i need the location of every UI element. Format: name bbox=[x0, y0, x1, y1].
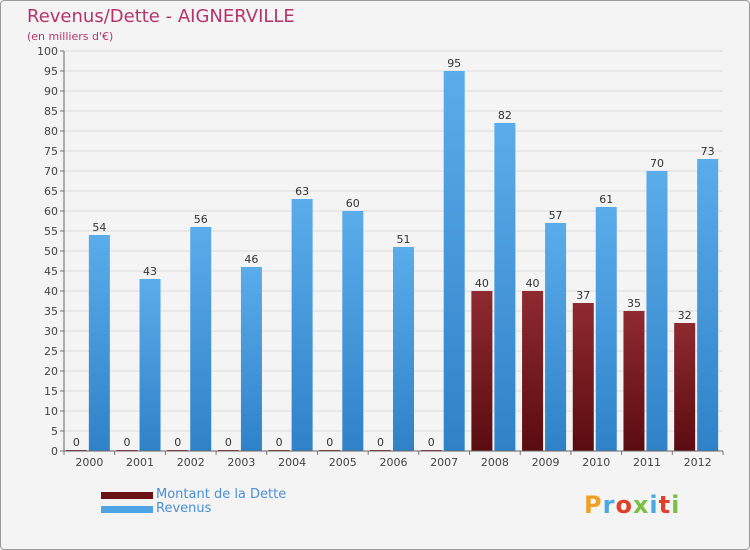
x-tick-label-2005: 2005 bbox=[329, 456, 357, 469]
data-label-revenus-2012: 73 bbox=[701, 145, 715, 158]
y-tick-label-55: 55 bbox=[44, 225, 58, 238]
y-tick-label-35: 35 bbox=[44, 305, 58, 318]
bar-revenus-2005 bbox=[342, 211, 364, 451]
bar-revenus-2009 bbox=[545, 223, 567, 451]
x-tick-label-2008: 2008 bbox=[481, 456, 509, 469]
data-label-debt-2008: 40 bbox=[475, 277, 489, 290]
data-label-debt-2011: 35 bbox=[627, 297, 641, 310]
data-label-debt-2001: 0 bbox=[124, 436, 131, 449]
x-tick-label-2000: 2000 bbox=[75, 456, 103, 469]
y-tick-label-60: 60 bbox=[44, 205, 58, 218]
data-label-revenus-2011: 70 bbox=[650, 157, 664, 170]
logo-letter: t bbox=[658, 491, 672, 519]
y-tick-label-65: 65 bbox=[44, 185, 58, 198]
x-tick-label-2009: 2009 bbox=[532, 456, 560, 469]
bar-revenus-2004 bbox=[291, 199, 313, 451]
y-tick-label-25: 25 bbox=[44, 345, 58, 358]
logo-letter: o bbox=[615, 491, 633, 519]
x-tick-label-2003: 2003 bbox=[227, 456, 255, 469]
y-tick-label-70: 70 bbox=[44, 165, 58, 178]
data-label-debt-2003: 0 bbox=[225, 436, 232, 449]
data-label-revenus-2006: 51 bbox=[397, 233, 411, 246]
chart-subtitle: (en milliers d'€) bbox=[27, 30, 114, 43]
y-tick-label-5: 5 bbox=[51, 425, 58, 438]
data-label-revenus-2008: 82 bbox=[498, 109, 512, 122]
data-label-debt-2000: 0 bbox=[73, 436, 80, 449]
y-tick-label-85: 85 bbox=[44, 105, 58, 118]
data-labels: 0 54 0 43 0 56 0 46 0 63 0 60 0 51 0 95 40 82 40 57 37 61 35 70… bbox=[73, 57, 715, 449]
logo-letter: i bbox=[671, 491, 681, 519]
x-tick-label-2011: 2011 bbox=[633, 456, 661, 469]
legend-swatch-debt bbox=[101, 492, 153, 499]
bar-revenus-2001 bbox=[139, 279, 161, 451]
legend-label-revenus: Revenus bbox=[156, 501, 212, 516]
logo-letter: r bbox=[602, 491, 616, 519]
y-tick-label-75: 75 bbox=[44, 145, 58, 158]
x-tick-label-2007: 2007 bbox=[430, 456, 458, 469]
x-tick-label-2002: 2002 bbox=[177, 456, 205, 469]
bar-revenus-2002 bbox=[190, 227, 212, 451]
data-label-revenus-2002: 56 bbox=[194, 213, 208, 226]
logo-letter: i bbox=[649, 491, 659, 519]
bar-revenus-2003 bbox=[240, 267, 262, 451]
bar-revenus-2011 bbox=[646, 171, 668, 451]
y-tick-label-100: 100 bbox=[37, 45, 58, 58]
y-tick-label-10: 10 bbox=[44, 405, 58, 418]
data-label-debt-2007: 0 bbox=[428, 436, 435, 449]
y-tick-label-80: 80 bbox=[44, 125, 58, 138]
x-tick-label-2004: 2004 bbox=[278, 456, 306, 469]
data-label-revenus-2001: 43 bbox=[143, 265, 157, 278]
legend-label-debt: Montant de la Dette bbox=[156, 487, 287, 502]
data-label-debt-2005: 0 bbox=[326, 436, 333, 449]
data-label-debt-2009: 40 bbox=[526, 277, 540, 290]
bar-revenus-2006 bbox=[393, 247, 414, 451]
data-label-debt-2010: 37 bbox=[576, 289, 590, 302]
y-axis-ticks: 0 5 10 15 20 25 30 35 40 45 50 55 60 65 70 75 80 85 90 95 10… bbox=[37, 45, 64, 458]
data-label-revenus-2010: 61 bbox=[599, 193, 613, 206]
bar-revenus-2008 bbox=[494, 123, 516, 451]
bar-debt-2009 bbox=[522, 291, 544, 451]
y-tick-label-95: 95 bbox=[44, 65, 58, 78]
data-label-revenus-2000: 54 bbox=[92, 221, 106, 234]
bar-revenus-2007 bbox=[443, 71, 465, 451]
chart-title: Revenus/Dette - AIGNERVILLE bbox=[27, 6, 295, 27]
data-label-debt-2006: 0 bbox=[377, 436, 384, 449]
legend-swatch-revenus bbox=[101, 506, 153, 513]
logo-letter: x bbox=[632, 491, 650, 519]
y-tick-label-30: 30 bbox=[44, 325, 58, 338]
data-label-revenus-2005: 60 bbox=[346, 197, 360, 210]
x-tick-label-2012: 2012 bbox=[684, 456, 712, 469]
data-label-revenus-2004: 63 bbox=[295, 185, 309, 198]
proxiti-logo: Proxiti bbox=[584, 491, 680, 519]
data-label-revenus-2009: 57 bbox=[549, 209, 563, 222]
y-tick-label-90: 90 bbox=[44, 85, 58, 98]
data-label-debt-2004: 0 bbox=[276, 436, 283, 449]
bar-debt-2012 bbox=[674, 323, 696, 451]
bars bbox=[65, 71, 719, 451]
data-label-debt-2002: 0 bbox=[174, 436, 181, 449]
y-tick-label-0: 0 bbox=[51, 445, 58, 458]
bar-debt-2010 bbox=[572, 303, 594, 451]
bar-revenus-2000 bbox=[88, 235, 110, 451]
x-tick-label-2006: 2006 bbox=[380, 456, 408, 469]
x-tick-label-2001: 2001 bbox=[126, 456, 154, 469]
y-tick-label-45: 45 bbox=[44, 265, 58, 278]
x-axis-ticks: 2000 2001 2002 2003 2004 2005 2006 2007 2008 2009… bbox=[63, 451, 724, 469]
x-tick-label-2010: 2010 bbox=[582, 456, 610, 469]
y-tick-label-15: 15 bbox=[44, 385, 58, 398]
bar-debt-2008 bbox=[471, 291, 493, 451]
y-tick-label-50: 50 bbox=[44, 245, 58, 258]
y-tick-label-40: 40 bbox=[44, 285, 58, 298]
logo-letter: P bbox=[584, 491, 603, 519]
data-label-revenus-2007: 95 bbox=[447, 57, 461, 70]
bar-revenus-2012 bbox=[697, 159, 719, 451]
axes bbox=[63, 51, 723, 452]
data-label-revenus-2003: 46 bbox=[244, 253, 258, 266]
data-label-debt-2012: 32 bbox=[678, 309, 692, 322]
bar-revenus-2010 bbox=[595, 207, 617, 451]
y-tick-label-20: 20 bbox=[44, 365, 58, 378]
bar-debt-2011 bbox=[623, 311, 645, 451]
